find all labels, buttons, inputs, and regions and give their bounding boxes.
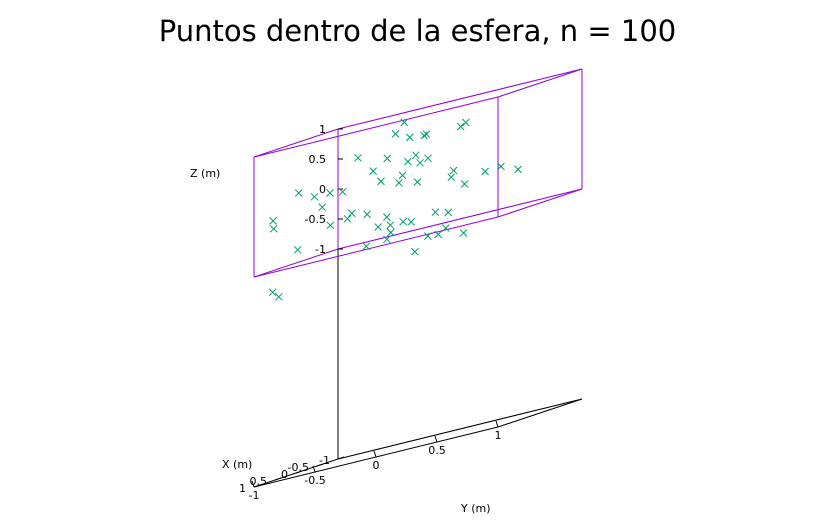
data-point [424,232,432,240]
data-point [434,230,443,239]
data-point [362,242,371,251]
box-edge [253,248,339,278]
x-tick-label: 1 [239,482,246,495]
y-tick-label: 0 [373,459,380,472]
data-point [403,157,412,166]
data-point [269,217,277,225]
z-tick-label: 1 [319,123,326,136]
data-point [348,209,356,218]
data-point [354,153,362,162]
data-point [383,213,391,221]
z-tick-label: -0.5 [305,213,326,226]
data-point [424,154,432,163]
y-tick [251,480,255,488]
chart-title: Puntos dentro de la esfera, n = 100 [158,14,677,48]
x-tick [295,470,303,474]
data-point [431,208,440,217]
data-point [369,167,377,175]
box-edge [253,96,499,158]
z-axis-label: Z (m) [190,167,220,180]
data-point [310,192,319,201]
data-point [444,208,453,217]
data-point [386,221,395,230]
data-point [422,130,431,139]
data-point [377,177,385,186]
box-edge [253,216,499,278]
data-point [338,187,347,196]
data-point [391,130,400,138]
data-point [374,223,383,231]
bounding-box [253,68,583,278]
data-point [326,189,334,197]
data-point [460,180,469,188]
data-point [441,224,450,232]
data-point [387,228,395,237]
x-tick [337,456,345,460]
data-point [411,247,419,256]
z-tick-label: 0 [319,183,326,196]
y-tick-label: -0.5 [304,474,325,487]
y-tick [312,465,316,473]
y-tick [434,435,438,443]
box-edge [253,128,339,158]
data-point [398,171,407,180]
x-tick-label: -1 [319,454,330,467]
y-tick [373,450,377,458]
data-point [405,133,414,142]
data-point [399,217,407,226]
data-point [293,245,302,254]
data-point [449,166,458,175]
data-point [456,122,465,131]
base-edge [337,398,583,460]
data-point [269,224,278,233]
data-point [413,178,422,186]
data-point [395,179,403,187]
box-edge [337,68,583,130]
data-point [416,158,424,167]
data-point [411,151,420,160]
x-tick [274,477,282,481]
data-point [383,154,392,163]
y-tick-label: 0.5 [428,444,446,457]
data-point [462,118,470,127]
base-edge [497,398,583,428]
data-point [318,203,327,212]
data-point [400,118,409,127]
data-point [294,189,303,197]
data-point [497,162,505,171]
y-tick-label: 1 [495,429,502,442]
data-point [274,292,283,301]
z-tick-label: -1 [315,243,326,256]
z-tick-label: 0.5 [309,153,327,166]
axis-ticks: 10.50-0.5-1-1-0.500.51-1-0.500.51 [239,123,502,502]
y-tick [495,420,499,428]
data-point [459,229,468,237]
data-point [326,221,335,230]
data-point [407,218,415,226]
data-points [268,118,522,301]
y-tick-label: -1 [249,489,260,502]
data-point [343,214,352,223]
x-tick-label: -0.5 [288,461,309,474]
box-edge [337,188,583,250]
data-point [420,131,428,140]
x-tick-label: 0.5 [250,475,268,488]
data-point [481,167,489,176]
x-tick-label: 0 [281,468,288,481]
x-tick [253,484,261,488]
x-axis-label: X (m) [222,458,252,471]
data-point [363,210,372,219]
data-point [447,173,456,181]
data-point [268,288,277,297]
data-point [514,165,522,174]
box-edge [497,188,583,218]
y-axis-label: Y (m) [460,502,491,515]
box-edge [497,68,583,98]
x-tick [316,463,324,467]
data-point [383,235,391,244]
